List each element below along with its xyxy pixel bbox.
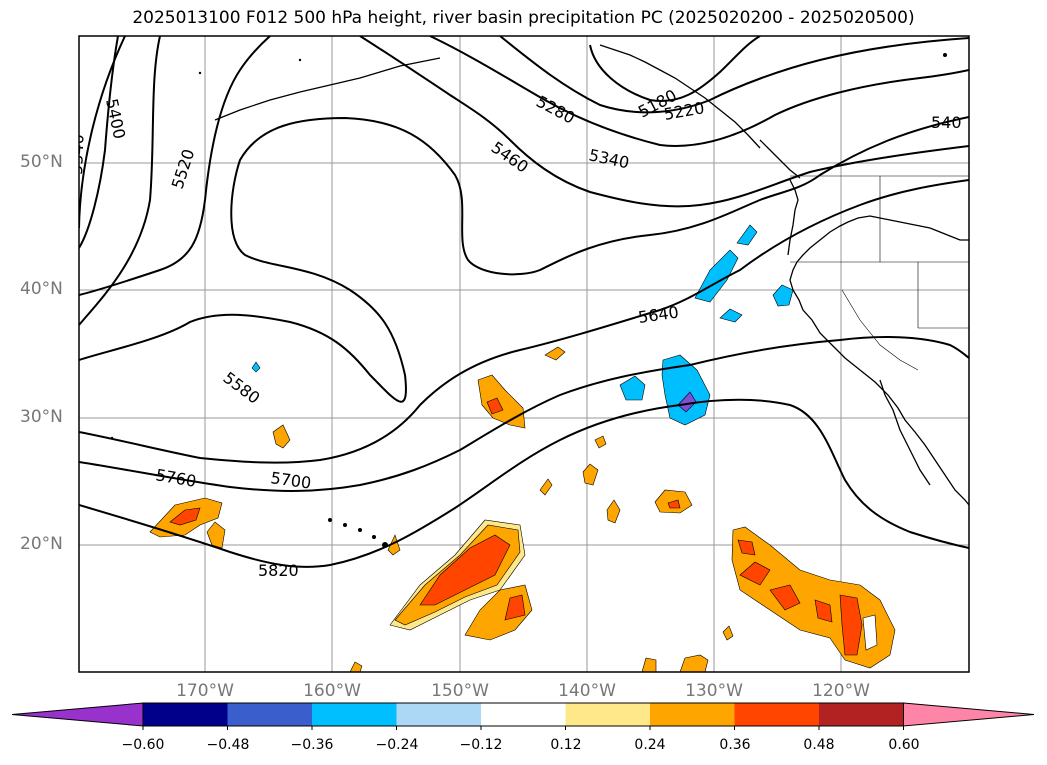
map-plot: 5400 5340 5520 5280 5460 5340 5180 5220 … — [67, 35, 970, 673]
colorbar-cell — [227, 703, 312, 726]
colorbar-cell — [481, 703, 566, 726]
colorbar-tick: −0.48 — [206, 737, 250, 753]
colorbar-tick: −0.60 — [121, 737, 165, 753]
colorbar-cell — [312, 703, 397, 726]
colorbar-outline — [142, 702, 904, 727]
colorbar-extend-high — [903, 702, 1035, 727]
colorbar-cell — [650, 703, 735, 726]
colorbar-cell — [396, 703, 481, 726]
contour-label: 5820 — [258, 561, 299, 580]
contour-label: 540 — [931, 113, 962, 132]
colorbar-tick: −0.12 — [459, 737, 503, 753]
colorbar-tick: 0.24 — [634, 737, 666, 753]
lat-label: 50°N — [20, 152, 63, 172]
coastlines — [214, 44, 969, 506]
colorbar-tick: −0.24 — [375, 737, 419, 753]
lon-label: 170°W — [176, 681, 234, 701]
map-title: 2025013100 F012 500 hPa height, river ba… — [132, 8, 915, 28]
lon-label: 130°W — [685, 681, 743, 701]
colorbar-cell — [143, 703, 228, 726]
precip-blob-negative — [661, 354, 711, 426]
colorbar-cell — [819, 703, 904, 726]
lat-label: 30°N — [20, 407, 63, 427]
colorbar-tick: 0.60 — [888, 737, 920, 753]
lon-label: 150°W — [431, 681, 489, 701]
colorbar-cell — [734, 703, 819, 726]
colorbar-tick: −0.36 — [290, 737, 334, 753]
precip-fills — [149, 224, 896, 672]
contour-label: 5340 — [67, 134, 87, 175]
lat-label: 40°N — [20, 279, 63, 299]
lon-label: 140°W — [558, 681, 616, 701]
colorbar-tick: 0.48 — [803, 737, 835, 753]
height-contours — [79, 36, 969, 568]
colorbar-extend-low — [11, 702, 144, 727]
colorbar-tick: 0.12 — [550, 737, 582, 753]
map-frame — [78, 35, 970, 673]
colorbar-cell — [565, 703, 650, 726]
colorbar-tick: 0.36 — [719, 737, 751, 753]
islands — [110, 53, 947, 548]
lon-label: 160°W — [303, 681, 361, 701]
lat-label: 20°N — [20, 534, 63, 554]
lon-label: 120°W — [812, 681, 870, 701]
